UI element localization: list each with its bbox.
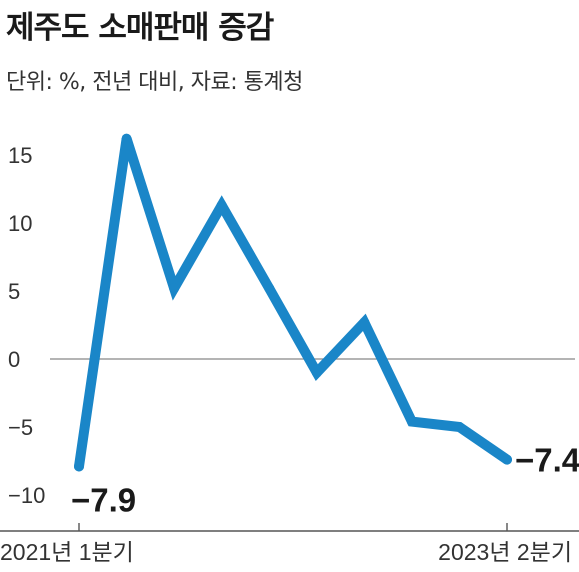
y-tick-label: 10 (8, 211, 32, 236)
series-line (74, 137, 512, 472)
data-point (502, 454, 512, 465)
chart-title: 제주도 소매판매 증감 (6, 10, 274, 46)
x-tick-label: 2021년 1분기 (0, 539, 134, 565)
data-point (311, 367, 322, 378)
data-point (216, 200, 227, 211)
data-point (406, 416, 417, 427)
data-point (264, 283, 275, 294)
data-label: −7.9 (71, 481, 136, 518)
data-point (121, 133, 132, 144)
x-tick-label: 2023년 2분기 (438, 539, 572, 565)
data-point (454, 422, 465, 432)
y-tick-label: 0 (8, 347, 20, 372)
y-tick-label: 5 (8, 279, 20, 304)
y-tick-label: −5 (8, 415, 33, 440)
data-label: −7.4 (515, 442, 579, 479)
data-point (359, 317, 370, 328)
chart-subtitle: 단위: %, 전년 대비, 자료: 통계청 (6, 70, 303, 95)
y-tick-label: 15 (8, 143, 32, 168)
data-point (74, 461, 84, 472)
data-point (169, 283, 180, 294)
y-tick-label: −10 (8, 483, 45, 508)
